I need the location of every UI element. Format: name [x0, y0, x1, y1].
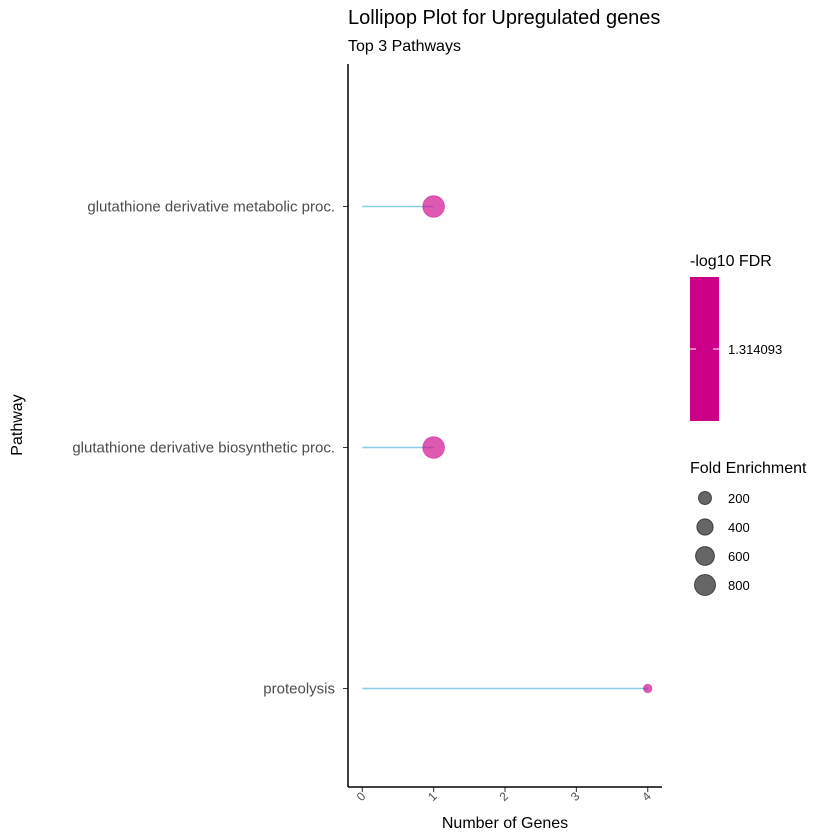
color-legend-label: 1.314093	[728, 342, 782, 357]
x-axis-title: Number of Genes	[442, 815, 568, 832]
y-tick-label: proteolysis	[263, 681, 335, 698]
size-legend-items: 200 400 600 800	[694, 491, 750, 596]
color-legend-title: -log10 FDR	[690, 253, 772, 270]
y-tick-label: glutathione derivative biosynthetic proc…	[72, 440, 335, 457]
x-tick-label: 0	[354, 789, 369, 804]
plot-area: glutathione derivative metabolic proc. gl…	[72, 195, 654, 804]
chart-subtitle: Top 3 Pathways	[348, 38, 461, 55]
x-tick-label: 4	[639, 789, 654, 804]
lollipop-point	[642, 683, 653, 694]
legend: -log10 FDR 1.314093 Fold Enrichment 200 4…	[690, 253, 807, 596]
size-legend-circle	[696, 518, 714, 536]
size-legend-label: 400	[728, 520, 750, 535]
y-tick-label: glutathione derivative metabolic proc.	[87, 199, 335, 216]
x-tick-label: 1	[425, 789, 440, 804]
size-legend-title: Fold Enrichment	[690, 460, 807, 477]
size-legend-circle	[698, 491, 712, 505]
size-legend-circle	[694, 574, 716, 596]
size-legend-circle	[695, 546, 715, 566]
x-tick-label: 3	[568, 789, 583, 804]
size-legend-label: 200	[728, 491, 750, 506]
size-legend-label: 800	[728, 578, 750, 593]
x-tick-label: 2	[496, 789, 511, 804]
chart-title: Lollipop Plot for Upregulated genes	[348, 7, 660, 29]
size-legend-label: 600	[728, 549, 750, 564]
y-axis-title: Pathway	[9, 394, 26, 455]
lollipop-point	[422, 436, 446, 459]
lollipop-point	[422, 195, 446, 218]
